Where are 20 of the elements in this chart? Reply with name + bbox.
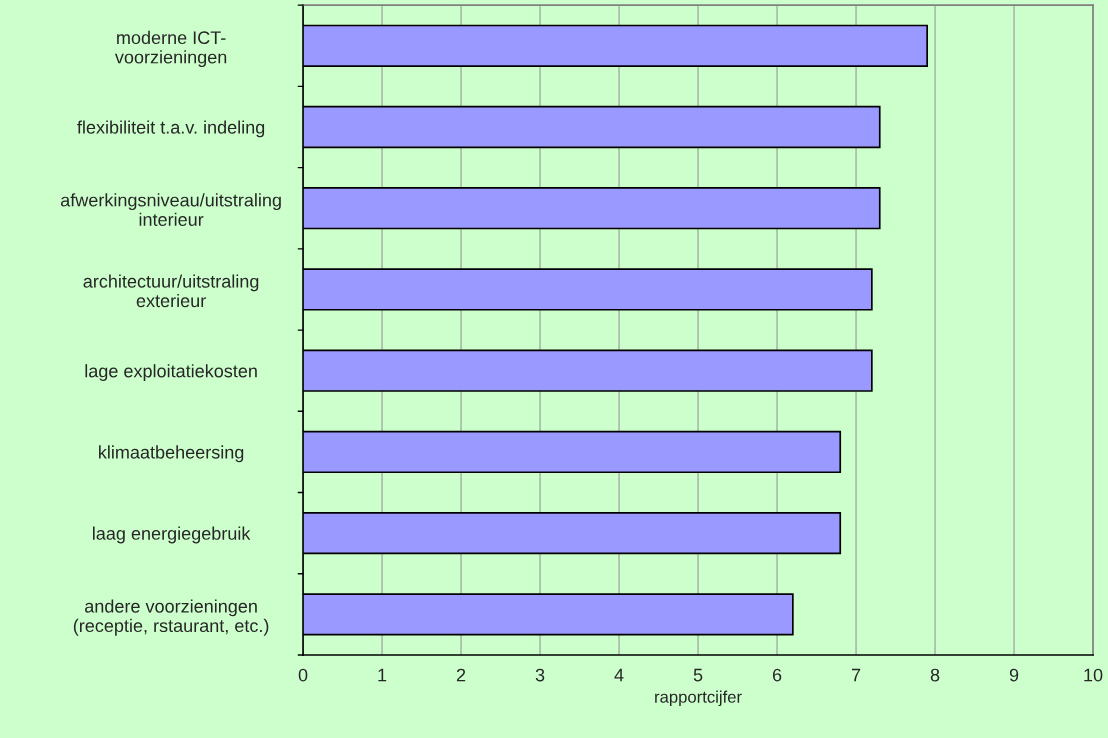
x-tick-label: 3 <box>535 668 545 682</box>
y-tick-label: architectuur/uitstraling exterieur <box>83 274 259 308</box>
x-tick-label: 1 <box>378 668 387 682</box>
x-axis-title: rapportcijfer <box>655 690 742 707</box>
x-tick-label: 6 <box>772 668 782 682</box>
y-tick-label: lage exploitatiekosten <box>85 364 257 381</box>
y-tick-label: andere voorzieningen (receptie, rstaurant, etc.) <box>73 599 269 636</box>
x-tick-label: 4 <box>614 668 624 682</box>
x-tick-label: 10 <box>1084 668 1103 682</box>
x-tick-label: 8 <box>930 668 940 682</box>
x-tick-label: 0 <box>298 668 308 682</box>
y-tick-label: afwerkingsniveau/uitstraling interieur <box>60 193 281 226</box>
x-tick-label: 9 <box>1009 668 1019 682</box>
y-tick-label: laag energiegebruik <box>93 526 251 544</box>
y-tick-label: klimaatbeheersing <box>99 445 244 463</box>
x-tick-label: 7 <box>851 668 861 682</box>
y-tick-label: flexibiliteit t.a.v. indeling <box>77 120 265 138</box>
x-tick-label: 5 <box>693 668 703 682</box>
y-tick-label: moderne ICT- voorzieningen <box>114 30 227 68</box>
x-tick-label: 2 <box>456 668 466 682</box>
